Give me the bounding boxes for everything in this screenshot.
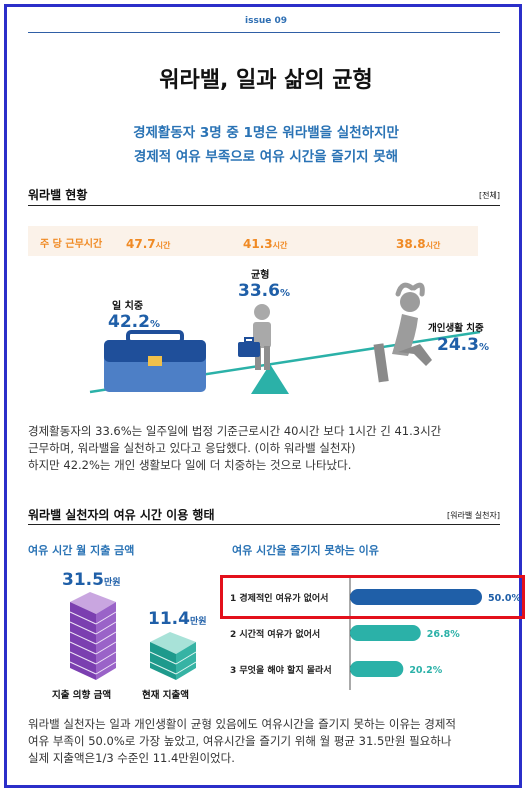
hours-unit: 시간 <box>272 241 288 250</box>
reasons-bar-chart: 1 경제적인 여유가 없어서 50.0% 2 시간적 여유가 없어서 26.8% 3 무… <box>230 578 521 690</box>
section2-tag: [워라밸 실천자] <box>447 511 500 520</box>
actual-stat: 11.4만원 <box>148 609 207 629</box>
hours-unit: 시간 <box>155 241 171 250</box>
balance-value: 33.6 <box>238 281 280 301</box>
hours-unit: 시간 <box>425 241 441 250</box>
header-rule <box>28 32 500 33</box>
actual-unit: 만원 <box>189 617 207 627</box>
subtitle-line-2: 경제적 여유 부족으로 여유 시간을 즐기지 못해 <box>133 149 399 165</box>
hours-work: 47.7시간 <box>126 233 170 252</box>
reasons-title: 여유 시간을 즐기지 못하는 이유 <box>232 544 379 557</box>
hours-balance: 41.3시간 <box>243 233 287 252</box>
person-relaxing-icon <box>373 282 432 383</box>
bar-category-label: 3 무엇을 해야 할지 몰라서 <box>230 664 332 676</box>
issue-label: issue 09 <box>245 16 287 26</box>
hours-bar <box>28 226 478 256</box>
briefcase-icon <box>104 330 206 392</box>
work-value: 42.2 <box>108 312 150 332</box>
section1-text-line: 경제활동자의 33.6%는 일주일에 법정 기준근로시간 40시간 보다 1시간… <box>28 424 442 438</box>
section2-text-line: 여유 부족이 50.0%로 가장 높았고, 여유시간을 즐기기 위해 월 평균 … <box>28 734 452 748</box>
hours-life: 38.8시간 <box>396 233 440 252</box>
section2-text-line: 워라밸 실천자는 일과 개인생활이 균형 있음에도 여유시간을 즐기지 못하는 … <box>28 717 457 731</box>
actual-value: 11.4 <box>148 609 190 629</box>
intent-label: 지출 의향 금액 <box>52 690 112 701</box>
subtitle-line-1: 경제활동자 3명 중 1명은 워라밸을 실천하지만 <box>133 125 399 141</box>
balance-unit: % <box>279 288 290 299</box>
hours-life-value: 38.8 <box>396 237 426 251</box>
work-stat: 42.2% <box>108 312 160 332</box>
section2-text: 워라밸 실천자는 일과 개인생활이 균형 있음에도 여유시간을 즐기지 못하는 … <box>28 716 504 767</box>
section2-heading: 워라밸 실천자의 여유 시간 이용 행태 <box>28 508 215 522</box>
intent-value: 31.5 <box>62 570 104 590</box>
hours-balance-value: 41.3 <box>243 237 273 251</box>
section1-text-line: 하지만 42.2%는 개인 생활보다 일에 더 치중하는 것으로 나타났다. <box>28 458 352 472</box>
life-stat: 24.3% <box>437 335 489 355</box>
actual-label: 현재 지출액 <box>142 690 190 701</box>
work-label: 일 치중 <box>112 301 144 312</box>
page-border <box>4 4 522 788</box>
bar <box>350 661 404 677</box>
life-label: 개인생활 치중 <box>428 323 484 334</box>
money-stack-intent-icon <box>69 592 117 680</box>
section1-tag: [전체] <box>479 191 500 200</box>
bar-value-label: 50.0% <box>488 593 521 604</box>
intent-unit: 만원 <box>103 578 121 588</box>
seesaw-illustration <box>89 282 481 394</box>
balance-label: 균형 <box>251 270 270 281</box>
work-unit: % <box>149 319 160 330</box>
bar-category-label: 2 시간적 여유가 없어서 <box>230 628 320 640</box>
section2-text-line: 실제 지출액은1/3 수준인 11.4만원이었다. <box>28 751 235 765</box>
bar-value-label: 26.8% <box>427 629 460 640</box>
intent-stat: 31.5만원 <box>62 570 121 590</box>
spend-title: 여유 시간 월 지출 금액 <box>28 544 135 557</box>
life-unit: % <box>478 342 489 353</box>
section1-rule <box>28 205 500 206</box>
page-title: 워라밸, 일과 삶의 균형 <box>159 68 373 93</box>
section1-text: 경제활동자의 33.6%는 일주일에 법정 기준근로시간 40시간 보다 1시간… <box>28 423 504 474</box>
life-value: 24.3 <box>437 335 479 355</box>
bar-category-label: 1 경제적인 여유가 없어서 <box>230 592 328 604</box>
section2-rule <box>28 524 500 525</box>
section1-text-line: 근무하며, 워라밸을 실천하고 있다고 응답했다. (이하 워라밸 실천자) <box>28 441 356 455</box>
money-stack-illustration <box>69 592 197 680</box>
highlight-box <box>220 575 525 619</box>
money-stack-actual-icon <box>149 632 197 680</box>
balance-stat: 33.6% <box>238 281 290 301</box>
fulcrum-icon <box>251 364 289 394</box>
person-standing-icon <box>238 304 271 370</box>
bar <box>350 625 421 641</box>
bar-value-label: 20.2% <box>409 665 442 676</box>
hours-work-value: 47.7 <box>126 237 156 251</box>
bar <box>350 589 482 605</box>
section1-heading: 워라밸 현황 <box>28 188 88 202</box>
hours-label: 주 당 근무시간 <box>40 239 103 250</box>
